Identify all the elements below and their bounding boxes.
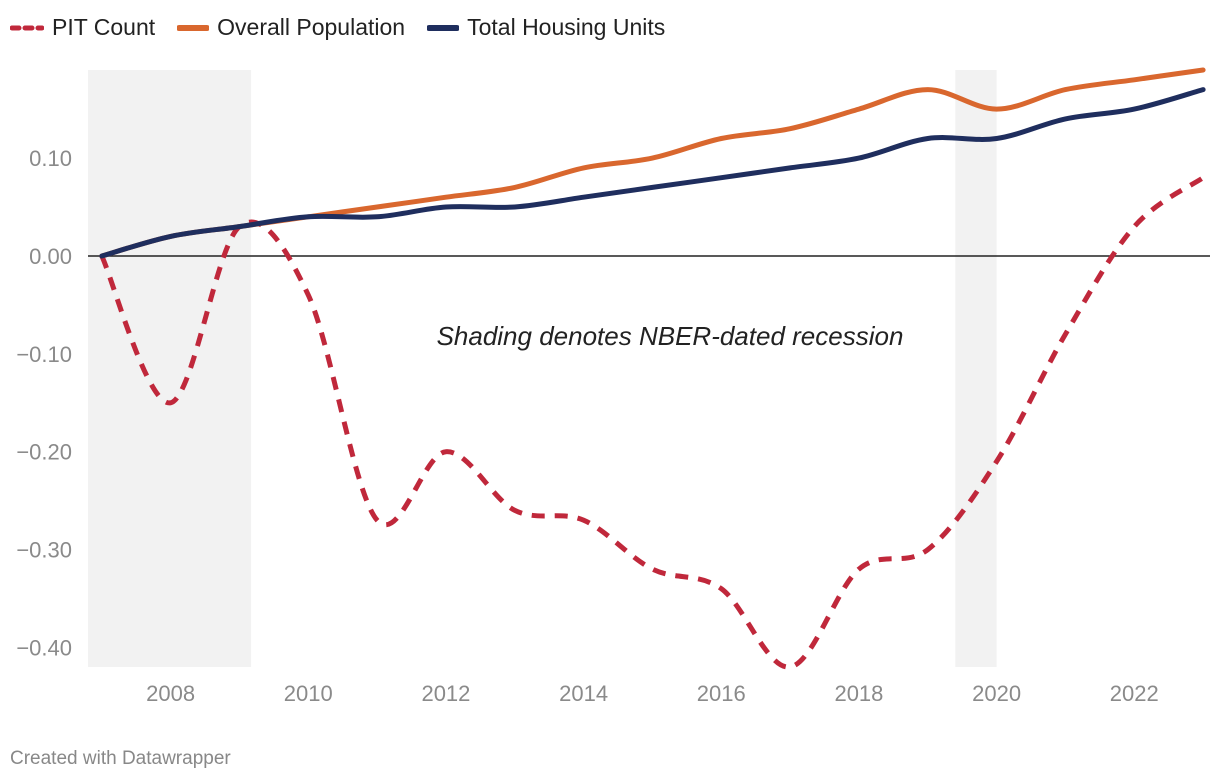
x-tick-label: 2022 <box>1110 681 1159 706</box>
y-tick-label: −0.10 <box>16 342 72 367</box>
series-line-pit-count <box>99 175 1205 670</box>
recession-shade-1 <box>955 70 997 667</box>
line-swatch-icon <box>427 24 460 31</box>
datawrapper-credit: Created with Datawrapper <box>10 748 231 769</box>
legend-item-pit-count[interactable]: PIT Count <box>10 14 155 41</box>
series-group <box>99 67 1206 670</box>
y-tick-label: 0.00 <box>29 244 72 269</box>
series-line-total-housing-units <box>99 87 1206 259</box>
x-tick-label: 2018 <box>834 681 883 706</box>
recession-shade-0 <box>88 70 252 667</box>
legend-label-pit-count: PIT Count <box>52 14 156 40</box>
x-axis: 2008 2010 2012 2014 2016 2018 2020 2022 <box>146 681 1159 706</box>
legend-label-total-housing-units: Total Housing Units <box>467 14 666 40</box>
x-tick-label: 2012 <box>421 681 470 706</box>
legend-label-overall-population: Overall Population <box>217 14 406 40</box>
x-tick-label: 2008 <box>146 681 195 706</box>
y-tick-label: 0.10 <box>29 146 72 171</box>
chart-annotation: Shading denotes NBER-dated recession <box>437 321 904 351</box>
y-tick-label: −0.20 <box>16 440 72 465</box>
y-tick-label: −0.40 <box>16 635 72 660</box>
dashed-line-swatch-icon <box>10 25 44 30</box>
series-line-overall-population <box>99 67 1206 259</box>
legend-item-overall-population[interactable]: Overall Population <box>177 14 405 41</box>
x-tick-label: 2016 <box>697 681 746 706</box>
legend: PIT Count Overall Population Total Housi… <box>10 14 665 41</box>
line-swatch-icon <box>177 24 210 31</box>
x-tick-label: 2014 <box>559 681 608 706</box>
x-tick-label: 2010 <box>284 681 333 706</box>
legend-item-total-housing-units[interactable]: Total Housing Units <box>427 14 665 41</box>
y-axis: 0.10 0.00 −0.10 −0.20 −0.30 −0.40 <box>16 146 72 660</box>
recession-shading-group <box>88 70 997 667</box>
y-tick-label: −0.30 <box>16 538 72 563</box>
x-tick-label: 2020 <box>972 681 1021 706</box>
